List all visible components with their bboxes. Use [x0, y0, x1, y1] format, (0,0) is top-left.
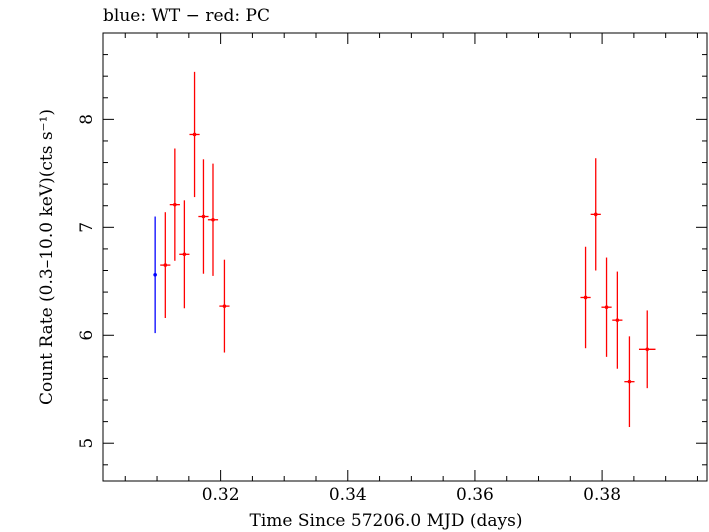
data-point [160, 212, 171, 318]
y-tick-label: 6 [77, 330, 97, 341]
point-marker [645, 347, 650, 352]
ticks-layer: 0.32 0.34 0.36 0.38 5 6 7 8 [77, 32, 707, 505]
data-point [198, 159, 209, 274]
x-axis-label: Time Since 57206.0 MJD (days) [250, 511, 523, 531]
point-marker [222, 304, 227, 308]
data-layer [153, 71, 656, 428]
point-marker [201, 214, 206, 219]
y-tick-label: 8 [77, 114, 97, 125]
data-point [638, 310, 656, 389]
data-point [601, 257, 612, 357]
x-tick-label: 0.32 [202, 485, 240, 505]
y-axis-label: Count Rate (0.3–10.0 keV)(cts s⁻¹) [37, 109, 57, 405]
point-marker [593, 212, 598, 217]
point-marker [192, 132, 197, 137]
point-marker [583, 295, 588, 300]
y-tick-label: 7 [77, 222, 97, 233]
data-point [179, 200, 190, 309]
data-point [153, 216, 157, 334]
x-tick-label: 0.34 [329, 485, 367, 505]
data-point [624, 336, 635, 428]
point-marker [604, 305, 609, 309]
point-marker [615, 318, 620, 322]
data-point [189, 71, 200, 198]
series-pc [160, 71, 656, 428]
data-point [169, 148, 180, 261]
chart-title: blue: WT − red: PC [103, 6, 270, 26]
point-marker [182, 252, 187, 257]
data-point [590, 158, 601, 271]
data-point [219, 259, 230, 353]
point-marker [211, 217, 215, 222]
series-wt [153, 216, 157, 334]
data-point [612, 271, 623, 369]
plot-frame [102, 32, 708, 482]
x-tick-label: 0.38 [583, 485, 621, 505]
point-marker [163, 263, 168, 267]
data-point [207, 163, 219, 276]
point-marker [173, 202, 177, 207]
point-marker [153, 273, 157, 277]
x-tick-label: 0.36 [456, 485, 494, 505]
data-point [580, 246, 591, 349]
y-tick-label: 5 [77, 438, 97, 449]
point-marker [627, 379, 632, 384]
